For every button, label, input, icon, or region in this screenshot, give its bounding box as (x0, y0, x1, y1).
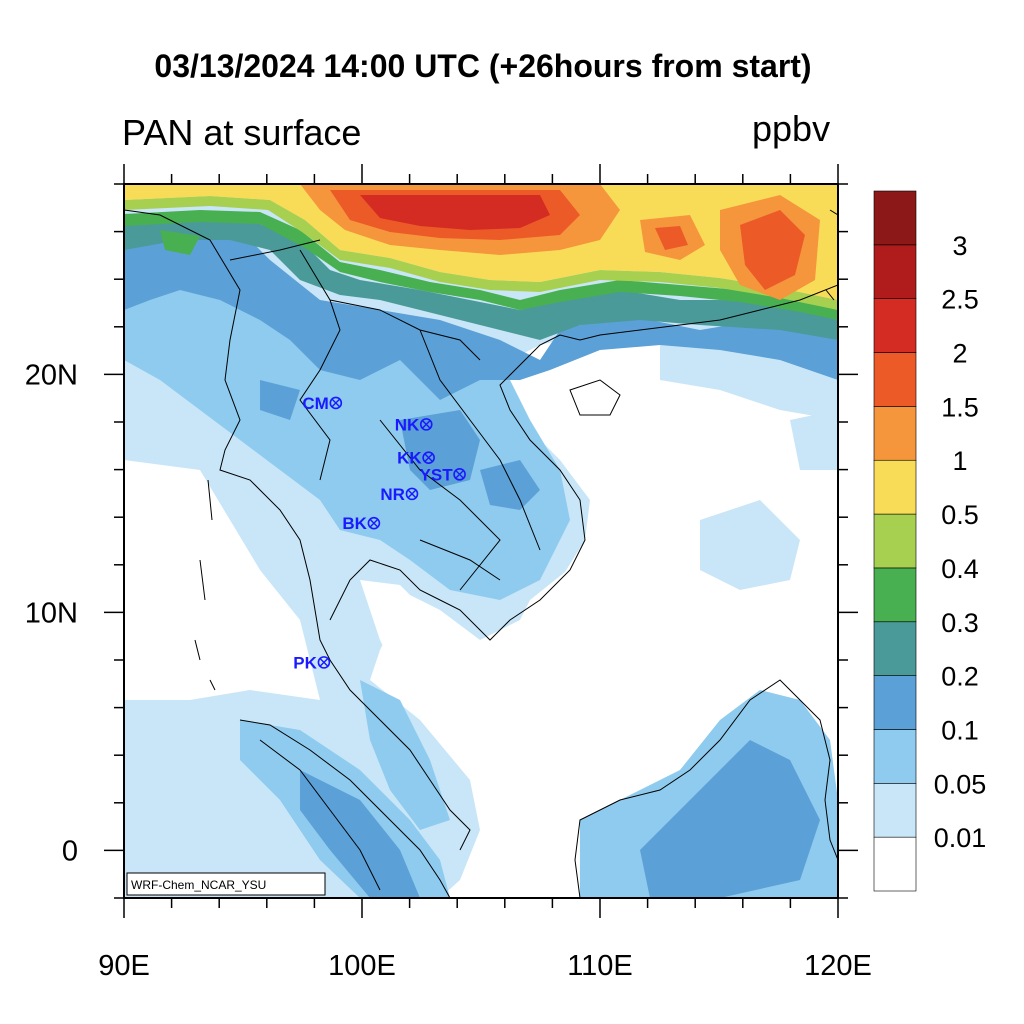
colorbar: 0.01 0.05 0.1 0.2 0.3 0.4 0.5 1 1.5 2 2.5 3 (873, 190, 987, 892)
field-indochina-mid (124, 240, 570, 600)
station-kk: KK (397, 449, 435, 468)
station-nr: NR (380, 485, 419, 504)
field-ocean-scs (500, 370, 838, 800)
colorbar-swatch (873, 729, 917, 784)
variable-label: PAN at surface (122, 112, 362, 153)
lon-tick-label: 100E (328, 950, 396, 982)
andaman-islands (194, 479, 216, 691)
map-frame (123, 183, 839, 899)
station-cm: CM (302, 394, 343, 413)
station-label: BK (342, 514, 367, 533)
colorbar-label: 0.05 (934, 769, 987, 799)
border-lines (229, 239, 541, 591)
station-label: NK (395, 415, 420, 434)
station-marker-icon (422, 451, 435, 465)
station-label: CM (302, 394, 328, 413)
station-cross (455, 470, 464, 479)
station-cross (424, 453, 433, 462)
map-title: 03/13/2024 14:00 UTC (+26hours from star… (154, 48, 812, 84)
colorbar-swatch (873, 298, 917, 353)
colorbar-swatch (873, 836, 917, 892)
station-marker-icon (329, 396, 343, 410)
colorbar-label: 2.5 (941, 285, 979, 315)
coastline-hainan (569, 379, 621, 416)
colorbar-label: 1 (952, 446, 967, 476)
station-label: NR (380, 485, 405, 504)
concentration-field (124, 184, 838, 898)
colorbar-label: 0.5 (941, 500, 979, 530)
station-marker-icon (367, 516, 381, 530)
coastline-taiwan-ph (825, 209, 838, 301)
field-lightgreen-band (124, 196, 838, 310)
field-ocean-gulf (360, 580, 480, 720)
model-credit: WRF-Chem_NCAR_YSU (131, 878, 266, 892)
lon-tick-label: 120E (804, 950, 872, 982)
colorbar-label: 1.5 (941, 392, 979, 422)
colorbar-label: 0.2 (941, 662, 979, 692)
field-malay (360, 680, 450, 830)
colorbar-swatch (873, 513, 917, 569)
colorbar-swatch (873, 190, 917, 246)
colorbar-label: 2 (952, 339, 967, 369)
colorbar-label: 3 (952, 231, 967, 261)
lat-tick-label: 10N (25, 597, 78, 629)
station-nk: NK (395, 415, 433, 434)
station-label: PK (293, 653, 317, 672)
colorbar-swatch (873, 675, 917, 730)
colorbar-label: 0.3 (941, 608, 979, 638)
colorbar-swatch (873, 244, 917, 299)
field-borneo-core (640, 740, 820, 898)
field-ocean-south (480, 780, 600, 898)
station-pk: PK (293, 653, 331, 672)
station-cross (331, 398, 341, 408)
field-isan-dark (260, 380, 540, 510)
lon-tick-label: 90E (98, 950, 150, 982)
station-cross (319, 658, 329, 667)
credit-box (126, 872, 326, 896)
units-label: ppbv (752, 108, 831, 149)
station-label: YST (420, 465, 454, 484)
field-sumatra-core (300, 770, 420, 898)
coastline-borneo (574, 679, 838, 898)
field-ocean-bay (124, 460, 320, 700)
lon-tick-labels: 90E 100E 110E 120E (98, 950, 872, 982)
station-marker-icon (419, 418, 433, 431)
station-marker-icon (317, 656, 331, 669)
field-scs-patches (660, 320, 838, 590)
colorbar-swatch (873, 406, 917, 461)
station-marker-icon (453, 468, 466, 481)
lat-tick-label: 0 (62, 835, 78, 867)
station-yst: YST (420, 465, 466, 484)
station-cross (421, 420, 431, 429)
lat-tick-labels: 0 10N 20N (25, 359, 78, 867)
colorbar-label: 0.1 (941, 715, 979, 745)
colorbar-swatch (873, 459, 917, 515)
colorbar-swatch (873, 567, 917, 623)
colorbar-label: 0.4 (941, 554, 979, 584)
colorbar-label: 0.01 (934, 823, 987, 853)
coastline-mainland (124, 209, 838, 851)
colorbar-swatch (873, 621, 917, 676)
colorbar-swatch (873, 352, 917, 407)
coastline-sumatra (239, 719, 451, 898)
station-bk: BK (342, 514, 381, 533)
station-label: KK (397, 449, 422, 468)
colorbar-swatch (873, 783, 917, 838)
station-cross (407, 489, 417, 499)
axis-ticks (104, 164, 858, 918)
field-red (360, 195, 550, 230)
lon-tick-label: 110E (567, 950, 633, 982)
lat-tick-label: 20N (25, 359, 78, 391)
coastlines-borders (124, 209, 838, 898)
station-cross (369, 518, 379, 528)
field-green-band (124, 210, 838, 320)
station-marker-icon (405, 487, 419, 501)
